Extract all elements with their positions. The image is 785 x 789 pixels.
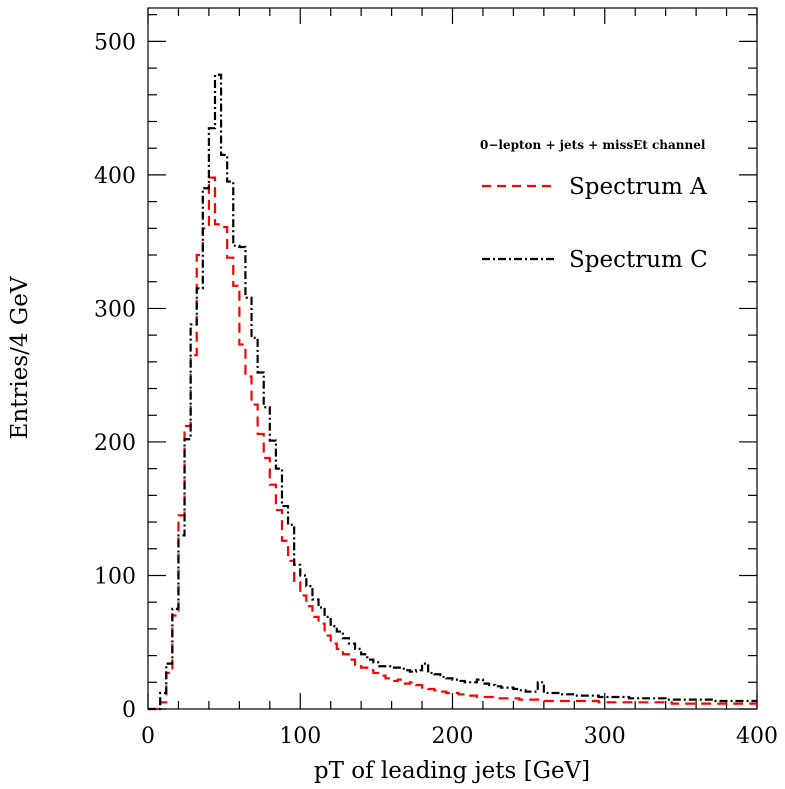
x-tick-label: 0 (141, 724, 155, 749)
y-tick-label: 0 (122, 698, 136, 723)
axis-ticks: 0 100 200 300 400 0 100 200 300 400 500 (94, 8, 778, 749)
x-tick-label: 400 (736, 724, 778, 749)
x-tick-label: 100 (279, 724, 321, 749)
legend-label-spectrum-a: Spectrum A (569, 174, 707, 200)
x-tick-label: 300 (584, 724, 626, 749)
y-axis-title: Entries/4 GeV (7, 276, 33, 439)
y-tick-label: 200 (94, 431, 136, 456)
x-tick-label: 200 (432, 724, 474, 749)
y-tick-label: 300 (94, 297, 136, 322)
plot-frame (147, 7, 758, 710)
y-tick-label: 400 (94, 164, 136, 189)
legend-label-spectrum-c: Spectrum C (569, 247, 708, 273)
y-tick-label: 100 (94, 564, 136, 589)
series-line-spectrum-a (148, 176, 757, 711)
y-tick-label: 500 (94, 30, 136, 55)
x-axis-title: pT of leading jets [GeV] (314, 758, 590, 784)
series-line-spectrum-c (148, 73, 757, 711)
legend-title: 0−lepton + jets + missEt channel (480, 138, 706, 152)
series-layer (148, 73, 757, 711)
